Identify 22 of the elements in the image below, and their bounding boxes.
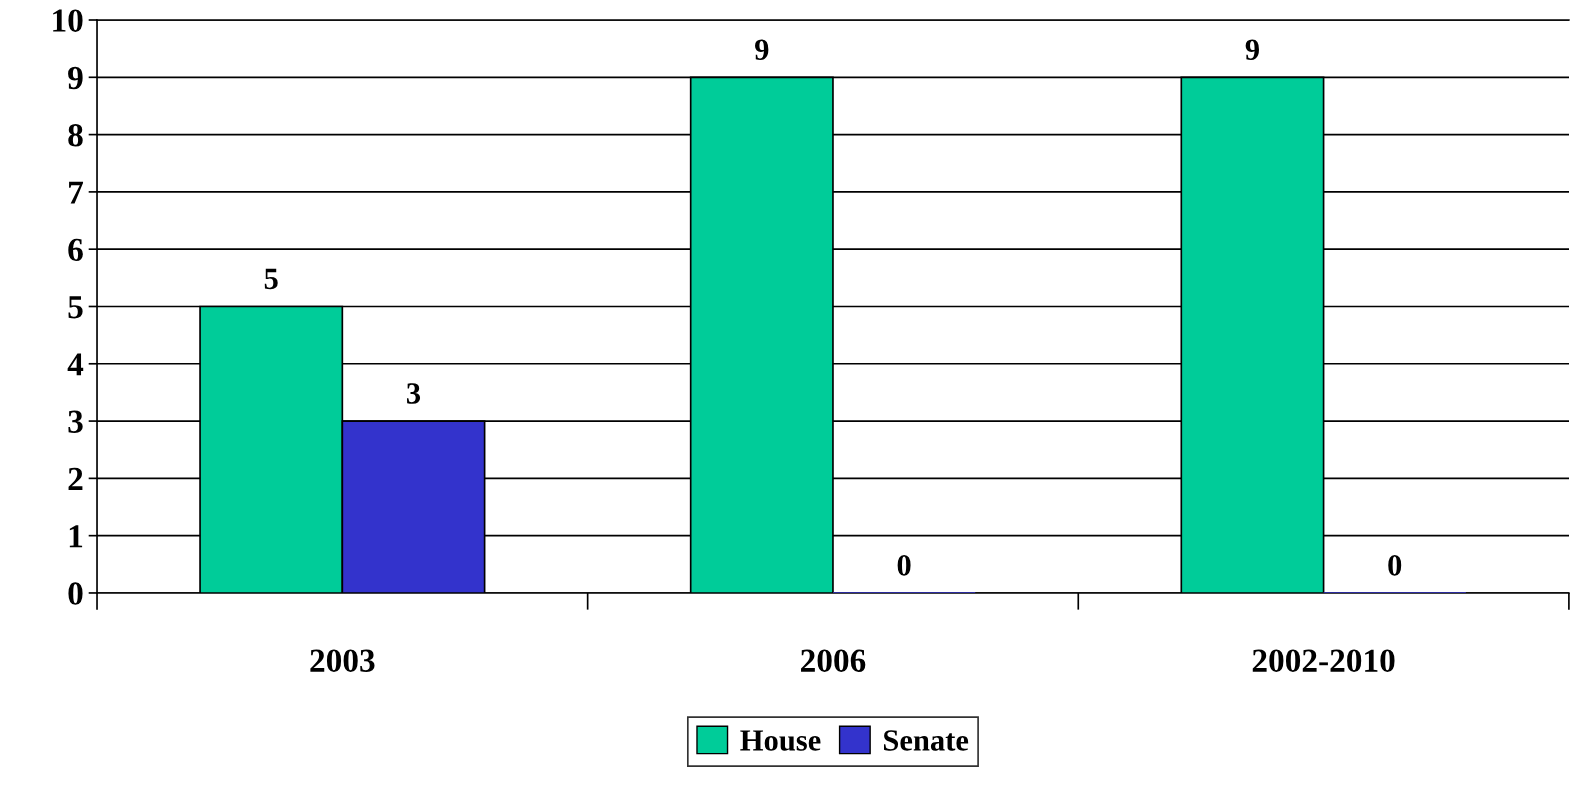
data-label: 9 xyxy=(755,39,769,60)
y-tick-label: 4 xyxy=(67,353,84,376)
data-label: 3 xyxy=(406,383,421,404)
legend-label: Senate xyxy=(884,730,969,751)
x-tick-label: 2003 xyxy=(310,649,375,672)
data-label: 0 xyxy=(1388,555,1402,576)
y-tick-label: 5 xyxy=(68,296,83,319)
y-tick-label: 3 xyxy=(68,410,83,433)
x-tick-label: 2006 xyxy=(801,649,866,672)
y-tick-label: 0 xyxy=(68,582,83,605)
data-label: 9 xyxy=(1245,39,1259,60)
legend-label: House xyxy=(740,730,821,751)
x-tick-label: 2002-2010 xyxy=(1252,649,1395,672)
y-tick-label: 1 xyxy=(69,525,83,548)
data-label: 5 xyxy=(264,268,278,290)
y-tick-label: 10 xyxy=(53,9,83,32)
data-label: 0 xyxy=(897,555,911,576)
y-tick-label: 6 xyxy=(68,238,83,262)
y-tick-label: 8 xyxy=(68,124,83,147)
y-tick-label: 9 xyxy=(68,66,83,90)
y-tick-label: 2 xyxy=(68,467,83,490)
y-tick-label: 7 xyxy=(69,181,84,204)
